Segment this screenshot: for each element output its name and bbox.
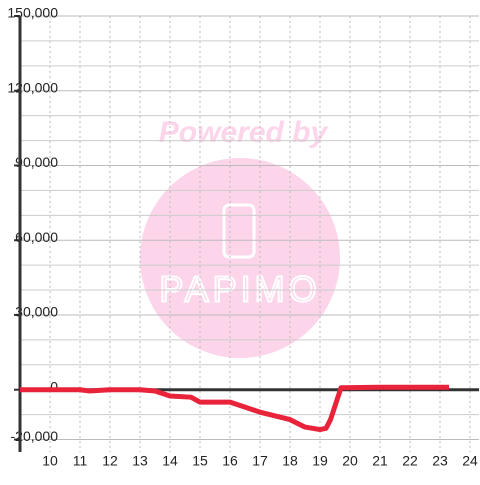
y-tick-label: 0 bbox=[50, 378, 58, 394]
x-tick-label: 18 bbox=[282, 453, 298, 469]
x-tick-label: 22 bbox=[402, 453, 418, 469]
watermark-text: Powered by bbox=[159, 116, 329, 149]
x-tick-label: 21 bbox=[372, 453, 388, 469]
watermark-logo: PAPIMO bbox=[159, 269, 320, 310]
x-tick-label: 11 bbox=[73, 453, 88, 469]
x-tick-label: 23 bbox=[432, 453, 448, 469]
y-tick-label: -20,000 bbox=[11, 428, 59, 444]
x-tick-label: 24 bbox=[462, 453, 478, 469]
x-tick-label: 12 bbox=[102, 453, 118, 469]
watermark-phone bbox=[222, 203, 256, 259]
x-tick-label: 17 bbox=[252, 453, 268, 469]
x-tick-label: 10 bbox=[42, 453, 58, 469]
y-tick-label: 60,000 bbox=[15, 229, 58, 245]
y-tick-label: 150,000 bbox=[7, 5, 58, 21]
y-tick-label: 120,000 bbox=[7, 79, 58, 95]
x-tick-label: 14 bbox=[162, 453, 178, 469]
line bbox=[20, 384, 449, 433]
x-tick-label: 15 bbox=[192, 453, 208, 469]
y-tick-label: 30,000 bbox=[15, 304, 58, 320]
x-tick-label: 16 bbox=[222, 453, 238, 469]
y-tick-label: 90,000 bbox=[15, 154, 58, 170]
x-tick-label: 19 bbox=[312, 453, 328, 469]
x-tick-label: 13 bbox=[132, 453, 148, 469]
x-tick-label: 20 bbox=[342, 453, 358, 469]
